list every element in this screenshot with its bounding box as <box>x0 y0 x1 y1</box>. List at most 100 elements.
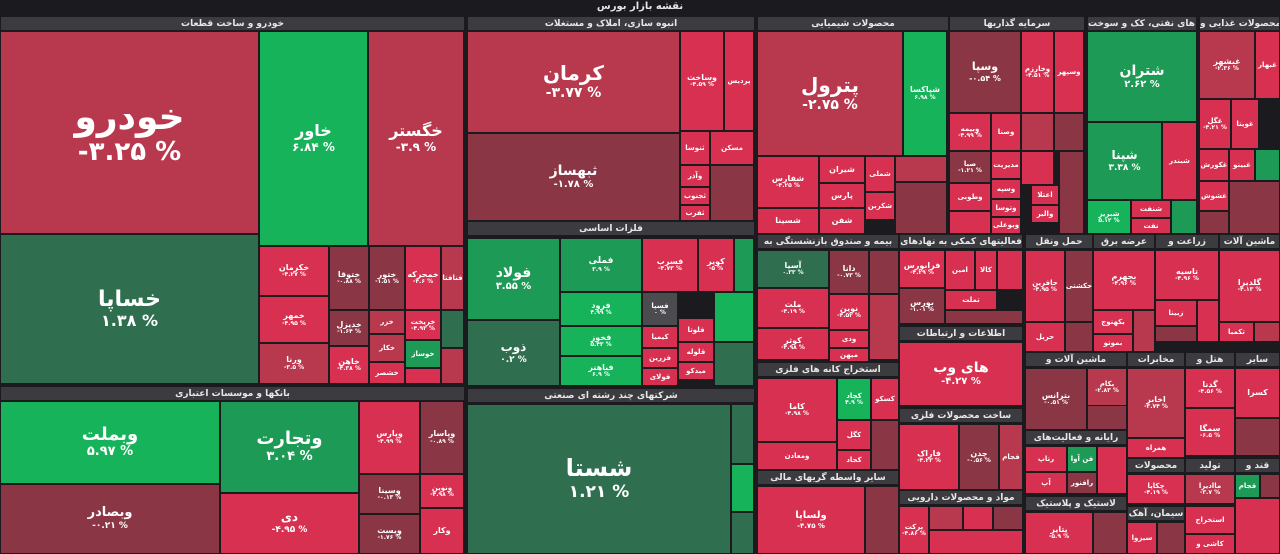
sector-header[interactable]: زراعت و <box>1155 234 1219 249</box>
stock-tile[interactable]: ولساپا -۴.۷۵ % <box>757 486 865 554</box>
stock-tile[interactable]: کیمیا <box>642 326 678 348</box>
stock-tile[interactable]: استخراج <box>1185 506 1235 534</box>
stock-tile[interactable]: فخوز ۵.۴۳ % <box>560 326 642 356</box>
stock-tile[interactable]: خریخت -۴.۹۳ % <box>405 310 441 340</box>
stock-tile[interactable]: غبشهر -۲.۳۶ % <box>1199 31 1255 99</box>
sector-header[interactable]: انبوه سازی، املاک و مستغلات <box>467 16 755 31</box>
stock-tile[interactable]: ورنا -۳.۵ % <box>259 343 329 384</box>
small-stock-tile[interactable] <box>1021 113 1054 151</box>
stock-tile[interactable]: خاور ۶.۸۴ % <box>259 31 368 246</box>
stock-tile[interactable]: ختور -۱.۵۱ % <box>369 246 405 310</box>
stock-tile[interactable]: ومعادن <box>757 442 837 470</box>
small-stock-tile[interactable] <box>1254 322 1280 342</box>
stock-tile[interactable]: قجام <box>1235 474 1260 498</box>
small-stock-tile[interactable] <box>869 294 899 360</box>
small-stock-tile[interactable] <box>871 420 899 470</box>
stock-tile[interactable]: گلدیرا -۴.۱۳ % <box>1219 250 1280 322</box>
stock-tile[interactable]: نفت <box>1131 218 1171 234</box>
stock-tile[interactable]: غبهار <box>1255 31 1280 99</box>
stock-tile[interactable]: کجاد <box>837 450 871 470</box>
stock-tile[interactable]: شیران <box>819 156 865 183</box>
small-stock-tile[interactable] <box>1229 181 1280 234</box>
sector-header[interactable]: ماشین آلات و <box>1025 352 1127 367</box>
stock-tile[interactable]: ختوقا -۰.۸۸ % <box>329 246 369 310</box>
stock-tile[interactable]: میهن <box>829 348 869 362</box>
small-stock-tile[interactable] <box>929 506 963 530</box>
small-stock-tile[interactable] <box>1097 446 1127 494</box>
stock-tile[interactable]: دانا -۰.۷۳ % <box>829 250 869 294</box>
sector-header[interactable]: رایانه و فعالیت‌های <box>1025 430 1127 445</box>
stock-tile[interactable]: غبینو <box>1229 149 1255 181</box>
small-stock-tile[interactable] <box>441 348 464 384</box>
stock-tile[interactable]: ثبهساز -۱.۷۸ % <box>467 133 680 221</box>
stock-tile[interactable]: فولاد ۳.۵۵ % <box>467 238 560 320</box>
stock-tile[interactable]: غویتا <box>1231 99 1259 149</box>
stock-tile[interactable]: وطوبی <box>949 183 991 211</box>
stock-tile[interactable]: ثجنوب <box>680 187 710 205</box>
stock-tile[interactable]: خودرو -۳.۲۵ % <box>0 31 259 234</box>
sector-header[interactable]: عرضه برق <box>1093 234 1155 249</box>
small-stock-tile[interactable] <box>1157 522 1185 554</box>
stock-tile[interactable]: فسپا ۰ % <box>642 292 678 326</box>
sector-header[interactable]: بیمه و صندوق بازنشستگی به <box>757 234 899 249</box>
stock-tile[interactable]: چدن -۰.۵۶ % <box>959 424 999 490</box>
stock-tile[interactable]: فرود ۴.۹۹ % <box>560 292 642 326</box>
small-stock-tile[interactable] <box>945 310 1023 324</box>
sector-header[interactable]: سایر <box>1235 352 1280 367</box>
small-stock-tile[interactable] <box>963 506 993 530</box>
stock-tile[interactable]: حافرین -۴.۹۵ % <box>1025 250 1065 322</box>
stock-tile[interactable]: اخابر -۳.۷۴ % <box>1127 368 1185 438</box>
sector-header[interactable]: فلزات اساسی <box>467 221 755 236</box>
sector-header[interactable]: ساخت محصولات فلزی <box>899 408 1023 423</box>
stock-tile[interactable]: سمگا -۶.۵ % <box>1185 408 1235 456</box>
stock-tile[interactable]: بورس -۱.۰۱ % <box>899 288 945 324</box>
small-stock-tile[interactable] <box>1021 151 1054 185</box>
stock-tile[interactable]: پارس <box>819 183 865 208</box>
stock-tile[interactable]: مسکن <box>710 131 754 165</box>
small-stock-tile[interactable] <box>731 404 754 464</box>
stock-tile[interactable]: کچاد ۴.۹ % <box>837 378 871 420</box>
stock-tile[interactable]: ثنوسا <box>680 131 710 165</box>
stock-tile[interactable]: خگستر -۳.۹ % <box>368 31 464 246</box>
sector-header[interactable]: قند و <box>1235 458 1280 473</box>
stock-tile[interactable]: خمحرکه -۴.۶ % <box>405 246 441 310</box>
small-stock-tile[interactable] <box>929 530 1023 554</box>
small-stock-tile[interactable] <box>731 464 754 512</box>
small-stock-tile[interactable] <box>734 238 754 292</box>
small-stock-tile[interactable] <box>865 486 899 554</box>
stock-tile[interactable]: ماادیرا -۳.۷ % <box>1185 474 1235 504</box>
small-stock-tile[interactable] <box>1059 151 1084 234</box>
stock-tile[interactable]: فن آوا <box>1067 446 1097 472</box>
stock-tile[interactable]: شتران ۲.۶۲ % <box>1087 31 1197 122</box>
stock-tile[interactable]: خزر <box>369 310 405 334</box>
stock-tile[interactable]: خکرمان -۴.۲۷ % <box>259 246 329 296</box>
stock-tile[interactable]: پردیس <box>724 31 754 131</box>
stock-tile[interactable]: فباهنر ۶.۹ % <box>560 356 642 386</box>
stock-tile[interactable]: تاسیه -۴.۹۶ % <box>1155 250 1219 300</box>
small-stock-tile[interactable] <box>441 310 464 348</box>
stock-tile[interactable]: کاما -۴.۹۸ % <box>757 378 837 442</box>
stock-tile[interactable]: شملی <box>865 156 895 192</box>
small-stock-tile[interactable] <box>714 342 754 386</box>
stock-tile[interactable]: وبملت ۵.۹۷ % <box>0 401 220 484</box>
small-stock-tile[interactable] <box>1065 322 1093 352</box>
stock-tile[interactable]: وصنا <box>991 113 1021 151</box>
stock-tile[interactable]: مدیریت <box>991 151 1021 179</box>
stock-tile[interactable]: خکار <box>369 334 405 362</box>
stock-tile[interactable]: فرابورس -۴.۲۹ % <box>899 250 945 288</box>
sector-header[interactable]: استخراج کانه های فلزی <box>757 362 899 377</box>
stock-tile[interactable]: پترول -۲.۷۵ % <box>757 31 903 156</box>
stock-tile[interactable]: وسپه <box>991 179 1021 199</box>
sector-header[interactable]: لاستیک و پلاستیک <box>1025 496 1127 511</box>
stock-tile[interactable]: ودی <box>829 330 869 348</box>
stock-tile[interactable]: همراه <box>1127 438 1185 458</box>
small-stock-tile[interactable] <box>1093 512 1127 554</box>
stock-tile[interactable]: کوثر -۴.۹۸ % <box>757 328 829 360</box>
stock-tile[interactable]: خمهر -۴.۹۵ % <box>259 296 329 343</box>
stock-tile[interactable]: وسپهر <box>1054 31 1084 113</box>
small-stock-tile[interactable] <box>1054 113 1084 151</box>
stock-tile[interactable]: وتجارت ۳.۰۴ % <box>220 401 359 493</box>
stock-tile[interactable]: های وب -۴.۲۷ % <box>899 342 1023 406</box>
stock-tile[interactable]: فاراک -۴.۲۳ % <box>899 424 959 490</box>
stock-tile[interactable]: وپارس -۴.۹۹ % <box>359 401 420 474</box>
